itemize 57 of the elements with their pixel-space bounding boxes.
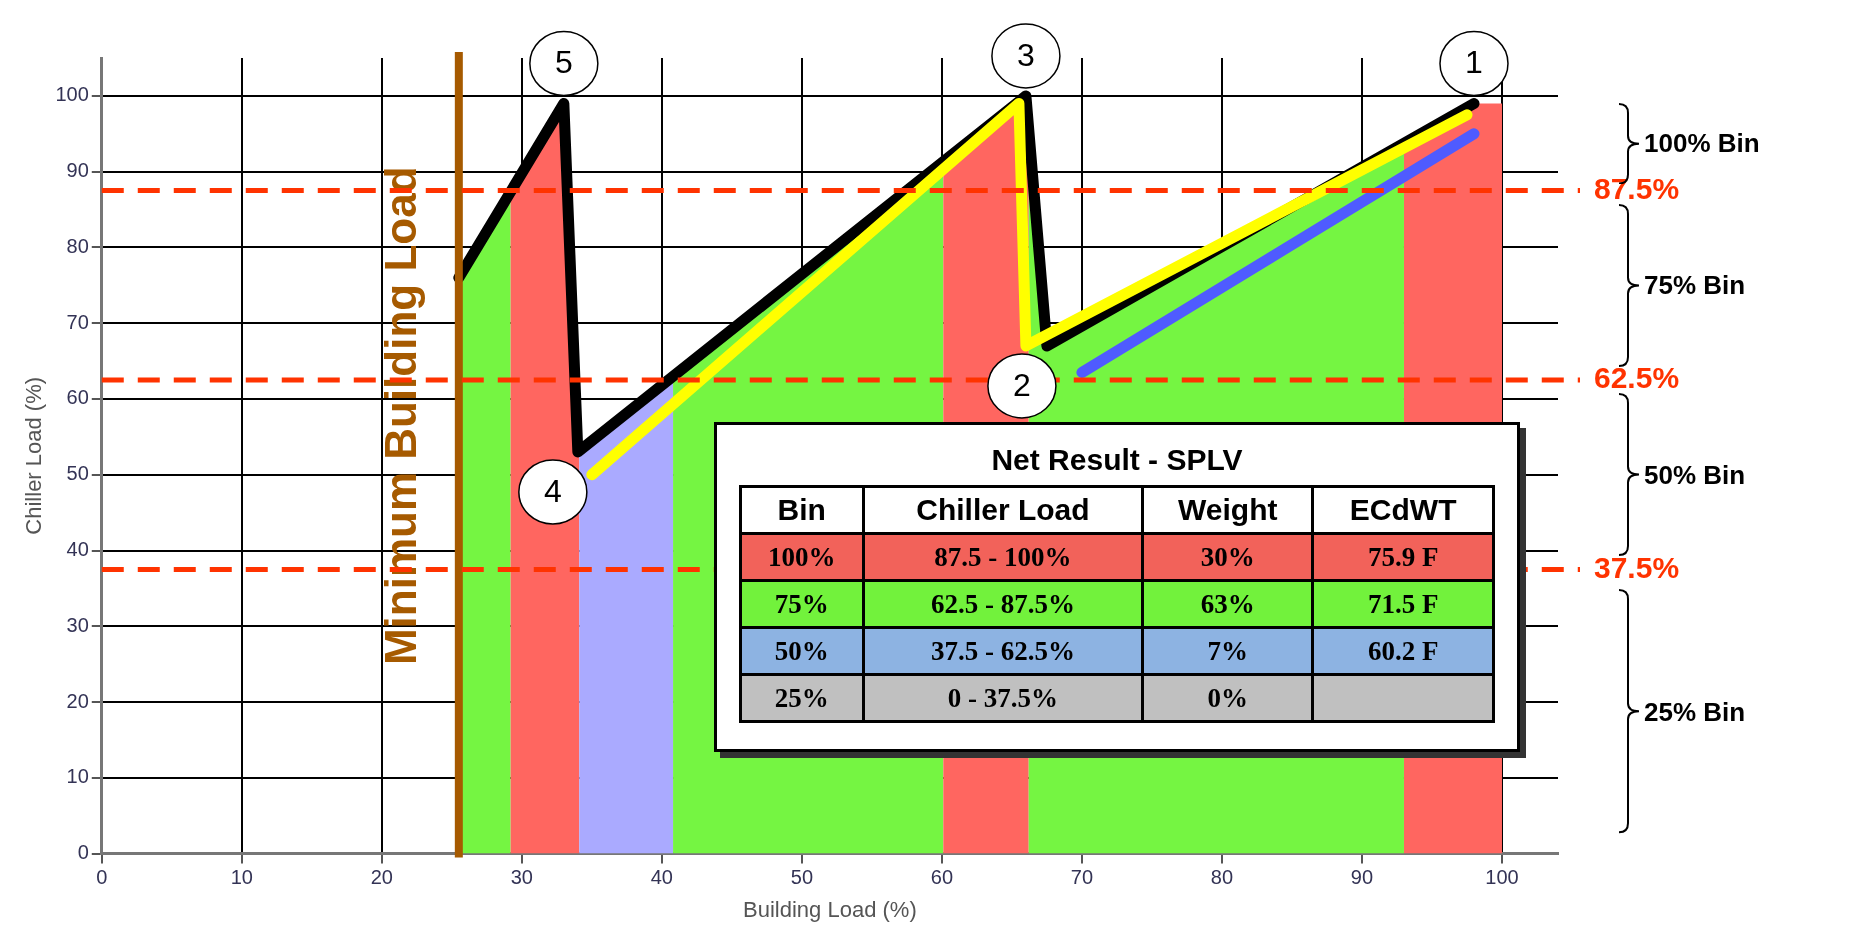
text: 75% Bin xyxy=(1644,269,1746,302)
x-tick-label: 100 xyxy=(1485,866,1519,889)
annotation: 75% xyxy=(740,580,864,628)
x-tick-label: 40 xyxy=(650,866,673,889)
x-tick-label: 50 xyxy=(790,866,814,889)
annotation: 63% xyxy=(1142,580,1313,628)
annotation: Net Result - SPLV xyxy=(990,443,1244,477)
x-tick-label: 10 xyxy=(230,866,253,889)
y-tick-label: 100 xyxy=(55,83,89,106)
y-tick-label: 80 xyxy=(66,234,89,257)
annotation: 5 xyxy=(554,44,573,81)
annotation: 0 - 37.5% xyxy=(863,674,1143,722)
y-tick-label: 70 xyxy=(66,310,89,333)
annotation: 60.2 F xyxy=(1312,627,1494,675)
annotation: 3 xyxy=(1017,36,1035,73)
x-tick-label: 90 xyxy=(1350,866,1374,889)
ref-line-label: 62.5% xyxy=(1594,361,1680,395)
x-tick-label: 60 xyxy=(930,866,954,889)
y-axis-title: Chiller Load (%) xyxy=(21,376,47,535)
annotation: 4 xyxy=(543,472,562,509)
y-tick-label: 40 xyxy=(66,538,89,561)
text: 50% Bin xyxy=(1644,458,1746,491)
annotation: 1 xyxy=(1465,44,1483,81)
annotation: 87.5 - 100% xyxy=(863,533,1143,581)
annotation: 0% xyxy=(1142,674,1313,722)
x-tick-label: 70 xyxy=(1070,866,1094,889)
x-tick-label: 0 xyxy=(96,866,108,889)
y-tick-label: 90 xyxy=(66,159,89,182)
annotation: 30% xyxy=(1142,533,1313,581)
y-tick-label: 50 xyxy=(66,462,89,485)
y-tick-label: 20 xyxy=(66,689,89,712)
y-tick-label: 0 xyxy=(77,841,89,864)
annotation: 62.5 - 87.5% xyxy=(863,580,1143,628)
annotation: 7% xyxy=(1142,627,1313,675)
y-tick-label: 30 xyxy=(66,613,89,636)
annotation: 2 xyxy=(1013,366,1031,403)
annotation: Chiller Load xyxy=(863,486,1143,534)
text: 25% Bin xyxy=(1644,695,1746,728)
ref-line-label: 37.5% xyxy=(1594,550,1680,584)
ref-line-label: 87.5% xyxy=(1594,171,1680,205)
ref-line-label: Minimum Building Load xyxy=(375,166,425,666)
x-axis-title: Building Load (%) xyxy=(743,896,917,922)
x-tick-label: 30 xyxy=(510,866,533,889)
annotation: 75.9 F xyxy=(1312,533,1494,581)
annotation: 25% xyxy=(740,674,864,722)
x-tick-label: 20 xyxy=(370,866,393,889)
annotation: 50% xyxy=(740,627,864,675)
annotation: Bin xyxy=(740,486,864,534)
annotation: 37.5 - 62.5% xyxy=(863,627,1143,675)
text: 100% Bin xyxy=(1644,127,1760,160)
annotation: ECdWT xyxy=(1312,486,1494,534)
annotation: Weight xyxy=(1142,486,1313,534)
x-tick-label: 80 xyxy=(1210,866,1234,889)
annotation: 71.5 F xyxy=(1312,580,1494,628)
y-tick-label: 60 xyxy=(66,386,89,409)
y-tick-label: 10 xyxy=(66,765,89,788)
annotation: 100% xyxy=(740,533,864,581)
